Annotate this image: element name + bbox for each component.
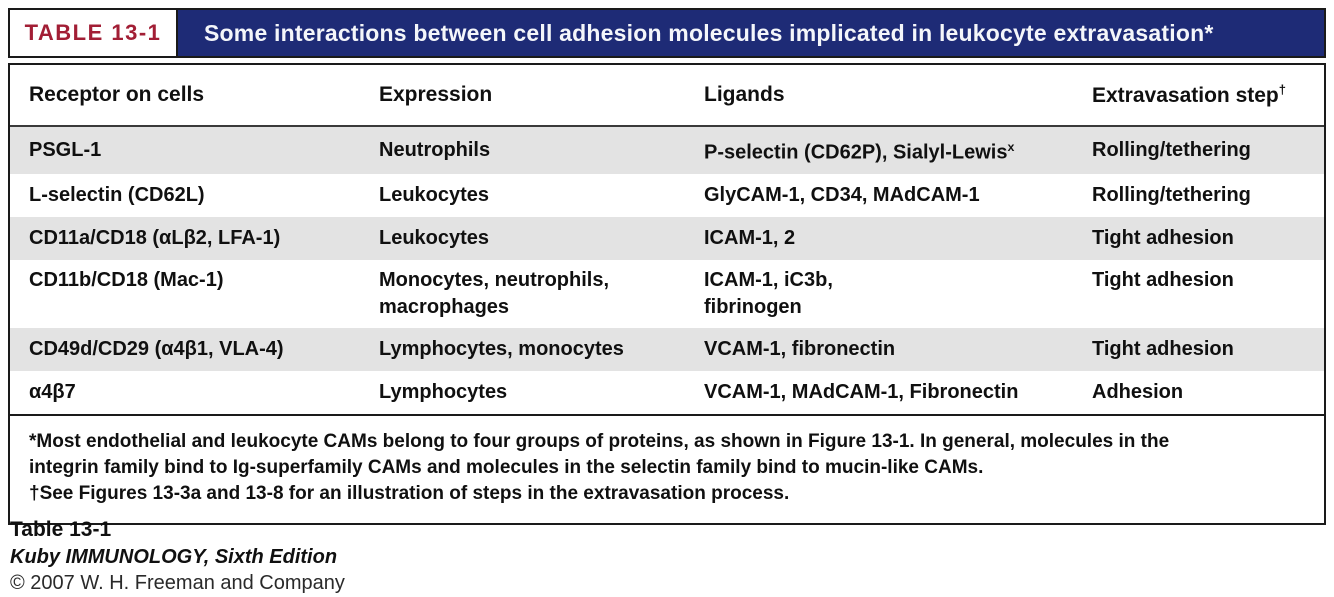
cell-receptor: CD11b/CD18 (Mac-1) — [29, 268, 224, 291]
column-header-extravasation: Extravasation step† — [1092, 82, 1324, 108]
column-header-extravasation-text: Extravasation step — [1092, 84, 1279, 107]
cell-ligands-text: P-selectin (CD62P), Sialyl-Lewis — [704, 141, 1008, 164]
table-figure: TABLE 13-1 Some interactions between cel… — [8, 8, 1326, 525]
dagger-superscript: † — [1278, 82, 1286, 97]
cell-ligands: GlyCAM-1, CD34, MAdCAM-1 — [704, 183, 980, 206]
cell-expression: Leukocytes — [379, 183, 490, 206]
cell-step: Adhesion — [1092, 380, 1184, 403]
cell-ligands: P-selectin (CD62P), Sialyl-Lewisx — [704, 127, 1092, 174]
cell-receptor: α4β7 — [29, 380, 76, 403]
cell-receptor: PSGL-1 — [29, 138, 102, 161]
footnote-dagger: †See Figures 13-3a and 13-8 for an illus… — [29, 482, 790, 504]
table-body-box: Receptor on cells Expression Ligands Ext… — [8, 63, 1326, 525]
table-row: PSGL-1 Neutrophils P-selectin (CD62P), S… — [10, 127, 1324, 174]
table-title: Some interactions between cell adhesion … — [178, 8, 1326, 58]
table-row: CD49d/CD29 (α4β1, VLA-4) Lymphocytes, mo… — [10, 327, 1324, 371]
column-header-ligands: Ligands — [704, 83, 785, 106]
cell-step: Tight adhesion — [1092, 337, 1234, 360]
figure-caption: Table 13-1 Kuby IMMUNOLOGY, Sixth Editio… — [10, 518, 345, 595]
cell-expression: Lymphocytes, monocytes — [379, 337, 624, 360]
table-row: L-selectin (CD62L) Leukocytes GlyCAM-1, … — [10, 173, 1324, 217]
cell-receptor: CD49d/CD29 (α4β1, VLA-4) — [29, 337, 284, 360]
cell-receptor: L-selectin (CD62L) — [29, 183, 205, 206]
cell-step: Tight adhesion — [1092, 268, 1234, 291]
cell-expression: Leukocytes — [379, 226, 490, 249]
cell-step: Tight adhesion — [1092, 226, 1234, 249]
sialyl-lewis-x-superscript: x — [1007, 140, 1015, 154]
table-row: CD11b/CD18 (Mac-1) Monocytes, neutrophil… — [10, 259, 1324, 328]
cell-ligands: ICAM-1, 2 — [704, 226, 796, 249]
cell-ligands: VCAM-1, MAdCAM-1, Fibronectin — [704, 380, 1019, 403]
column-header-expression: Expression — [379, 83, 493, 106]
column-header-receptor: Receptor on cells — [29, 83, 205, 106]
table-row: α4β7 Lymphocytes VCAM-1, MAdCAM-1, Fibro… — [10, 370, 1324, 414]
cell-receptor: CD11a/CD18 (αLβ2, LFA-1) — [29, 226, 281, 249]
cell-ligands: ICAM-1, iC3b, fibrinogen — [704, 268, 833, 318]
footnote-asterisk: *Most endothelial and leukocyte CAMs bel… — [29, 430, 1170, 478]
cell-step: Rolling/tethering — [1092, 183, 1251, 206]
table-header-bar: TABLE 13-1 Some interactions between cel… — [8, 8, 1326, 58]
column-header-row: Receptor on cells Expression Ligands Ext… — [10, 65, 1324, 127]
cell-ligands: VCAM-1, fibronectin — [704, 337, 896, 360]
footnotes-section: *Most endothelial and leukocyte CAMs bel… — [10, 413, 1324, 523]
cell-step: Rolling/tethering — [1092, 138, 1251, 161]
caption-copyright: © 2007 W. H. Freeman and Company — [10, 572, 345, 594]
caption-book-title: Kuby IMMUNOLOGY, Sixth Edition — [10, 546, 338, 568]
cell-expression: Neutrophils — [379, 138, 491, 161]
cell-expression: Lymphocytes — [379, 380, 508, 403]
table-row: CD11a/CD18 (αLβ2, LFA-1) Leukocytes ICAM… — [10, 216, 1324, 260]
cell-expression: Monocytes, neutrophils, macrophages — [379, 268, 610, 318]
table-number-label: TABLE 13-1 — [8, 8, 178, 58]
caption-table-number: Table 13-1 — [10, 518, 112, 541]
